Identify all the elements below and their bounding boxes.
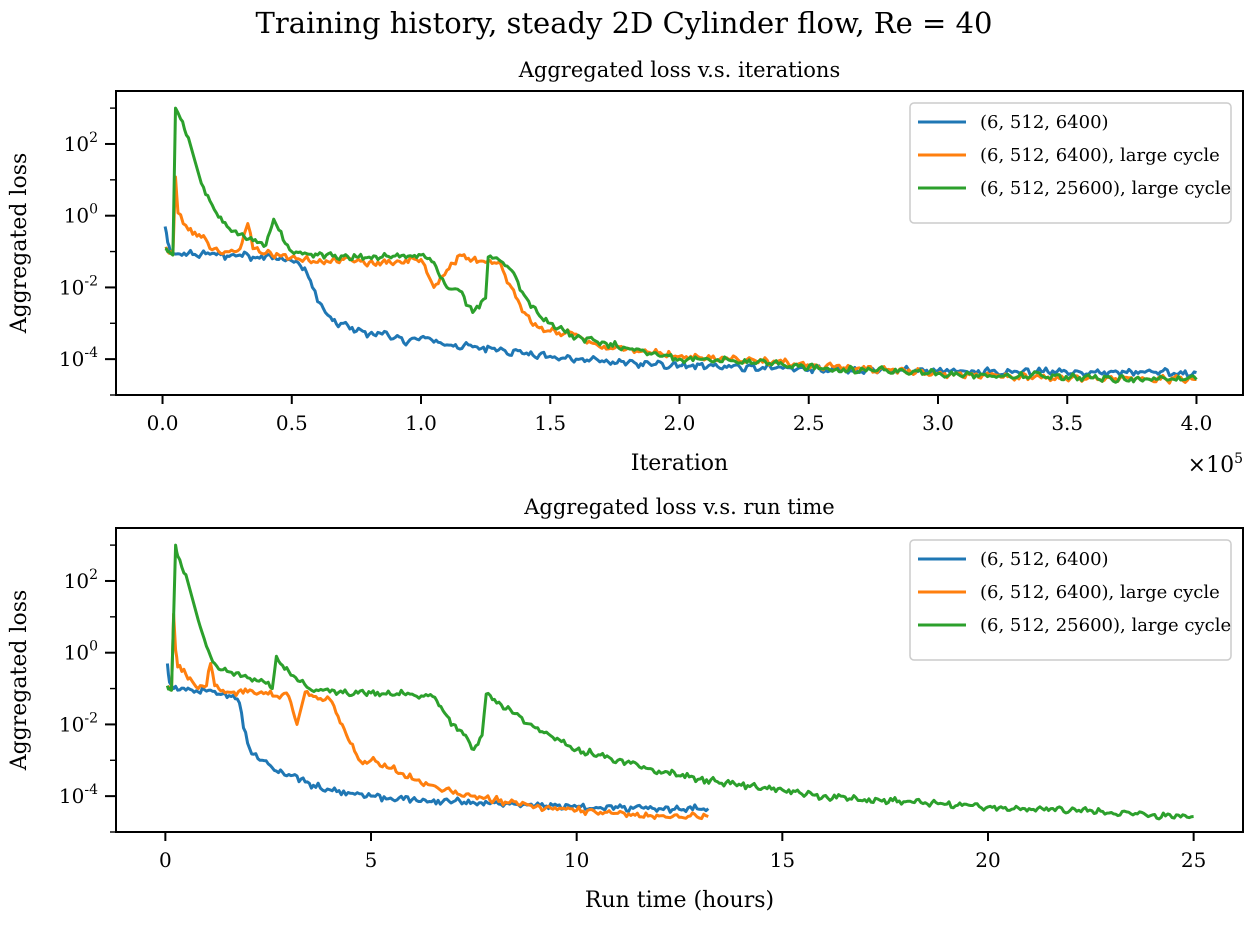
legend-label-1: (6, 512, 6400), large cycle xyxy=(980,145,1220,166)
legend: (6, 512, 6400) (6, 512, 6400), large cycl… xyxy=(909,539,1232,661)
axes-iterations: 0.0 0.5 1.0 1.5 2.0 2.5 3.0 3.5 4.0 10-4 10-2 100 10… xyxy=(7,58,1244,478)
x-tick-label: 25 xyxy=(1181,848,1206,872)
x-axis-label: Run time (hours) xyxy=(585,888,774,913)
x-tick-label: 0 xyxy=(159,848,172,872)
x-tick-label: 3.0 xyxy=(922,411,954,435)
y-tick-label: 10-4 xyxy=(59,782,98,808)
series-line-0 xyxy=(165,663,710,814)
y-tick-label: 102 xyxy=(64,130,98,156)
x-tick-label: 2.5 xyxy=(793,411,825,435)
y-axis-label: Aggregated loss xyxy=(7,153,32,335)
axes-runtime: 0 5 10 15 20 25 10-4 10-2 100 102 Aggregated loss … xyxy=(7,495,1244,913)
x-tick-label: 1.5 xyxy=(534,411,566,435)
x-tick-label: 0.5 xyxy=(276,411,308,435)
plot-area xyxy=(165,543,1194,821)
y-tick-label: 10-2 xyxy=(59,273,98,299)
legend: (6, 512, 6400) (6, 512, 6400), large cycl… xyxy=(909,102,1232,224)
y-tick-label: 10-4 xyxy=(59,345,98,371)
x-tick-label: 1.0 xyxy=(405,411,437,435)
x-tick-label: 4.0 xyxy=(1181,411,1213,435)
y-tick-label: 100 xyxy=(64,202,98,228)
axes-title: Aggregated loss v.s. iterations xyxy=(518,58,840,82)
x-tick-label: 20 xyxy=(975,848,1000,872)
series-line-1 xyxy=(166,612,709,821)
x-offset-multiplier: ×105 xyxy=(1188,451,1243,478)
x-tick-label: 3.5 xyxy=(1051,411,1083,435)
plot-area xyxy=(163,106,1198,385)
axes-title: Aggregated loss v.s. run time xyxy=(523,495,835,519)
series-line-0 xyxy=(163,226,1197,378)
legend-label-2: (6, 512, 25600), large cycle xyxy=(980,178,1231,199)
x-axis-label: Iteration xyxy=(631,451,728,476)
series-line-2 xyxy=(164,106,1198,384)
x-tick-label: 2.0 xyxy=(664,411,696,435)
legend-label-0: (6, 512, 6400) xyxy=(980,549,1109,570)
x-tick-label: 5 xyxy=(365,848,378,872)
y-tick-label: 102 xyxy=(64,567,98,593)
y-axis-label: Aggregated loss xyxy=(7,590,32,772)
series-line-2 xyxy=(165,543,1194,821)
legend-box xyxy=(909,539,1232,661)
series-line-1 xyxy=(164,175,1197,385)
legend-label-0: (6, 512, 6400) xyxy=(980,112,1109,133)
legend-label-1: (6, 512, 6400), large cycle xyxy=(980,582,1220,603)
x-tick-label: 10 xyxy=(564,848,589,872)
y-tick-label: 100 xyxy=(64,639,98,665)
x-tick-label: 15 xyxy=(770,848,795,872)
axes-frame xyxy=(115,527,1244,833)
x-tick-label: 0.0 xyxy=(147,411,179,435)
figure-suptitle: Training history, steady 2D Cylinder flo… xyxy=(256,6,993,40)
legend-box xyxy=(909,102,1232,224)
y-tick-label: 10-2 xyxy=(59,710,98,736)
legend-label-2: (6, 512, 25600), large cycle xyxy=(980,615,1231,636)
